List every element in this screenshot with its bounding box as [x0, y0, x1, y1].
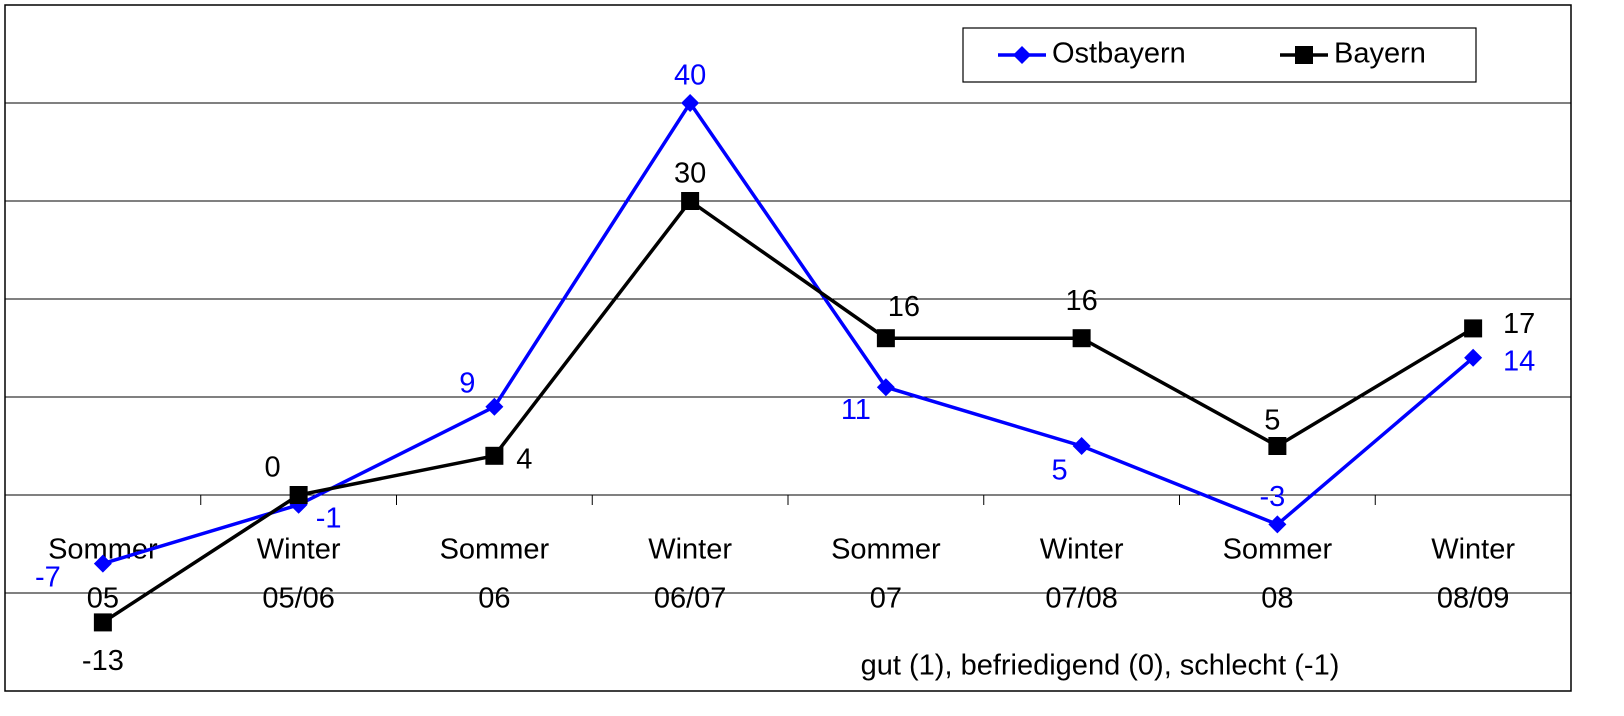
x-tick-label: 07 [870, 583, 902, 615]
marker [876, 329, 895, 348]
data-label: 14 [1503, 345, 1535, 377]
x-tick-label: 08 [1261, 583, 1293, 615]
data-label: -13 [82, 645, 124, 677]
marker [289, 486, 308, 504]
data-label: 4 [516, 443, 532, 475]
data-label: 40 [674, 60, 706, 92]
x-tick-label: 07/08 [1045, 583, 1118, 615]
marker [681, 192, 700, 210]
x-tick-label: Sommer [831, 534, 941, 566]
marker [1072, 329, 1091, 348]
data-label: 11 [841, 394, 871, 426]
legend-label: Bayern [1334, 38, 1426, 70]
data-label: 5 [1264, 405, 1280, 437]
marker [1464, 348, 1483, 367]
data-label: 16 [888, 291, 920, 323]
legend-box [962, 27, 1477, 83]
marker [1072, 437, 1091, 455]
x-tick-label: 08/09 [1437, 583, 1510, 615]
data-label: -7 [35, 561, 61, 593]
x-tick-label: Sommer [440, 534, 550, 566]
marker [1268, 515, 1287, 534]
marker [1464, 319, 1483, 338]
marker [1268, 437, 1287, 455]
data-label: -1 [316, 502, 342, 534]
legend-label: Ostbayern [1052, 38, 1186, 70]
marker [93, 613, 112, 632]
data-label: 9 [459, 367, 475, 399]
plot-area [4, 4, 1572, 692]
marker [93, 554, 112, 573]
marker [876, 378, 895, 397]
legend-marker [1013, 46, 1031, 64]
marker [485, 446, 504, 465]
legend: Ostbayern Bayern [962, 27, 1477, 83]
marker [681, 94, 700, 112]
x-tick-label: 05/06 [262, 583, 335, 615]
x-tick-label: 05 [87, 583, 119, 615]
series-line [101, 198, 1475, 624]
data-label: 17 [1503, 308, 1535, 340]
legend-marker [1295, 46, 1313, 64]
x-tick-label: Winter [257, 534, 341, 566]
x-tick-label: Winter [1040, 534, 1124, 566]
data-label: 30 [674, 158, 706, 190]
x-tick-label: Winter [648, 534, 732, 566]
x-tick-label: 06/07 [654, 583, 727, 615]
marker [485, 397, 504, 416]
x-tick-label: 06 [478, 583, 510, 615]
x-tick-label: Winter [1431, 534, 1515, 566]
data-label: 5 [1052, 455, 1068, 487]
x-tick-label: Sommer [1223, 534, 1333, 566]
data-label: 0 [265, 452, 281, 484]
data-label: 16 [1065, 285, 1097, 317]
annotation: gut (1), befriedigend (0), schlecht (-1) [861, 650, 1340, 682]
data-label: -3 [1259, 481, 1285, 513]
